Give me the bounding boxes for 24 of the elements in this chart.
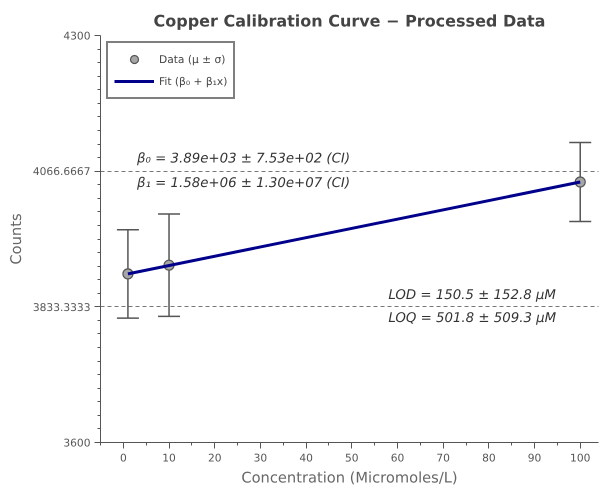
annotation: LOD = 150.5 ± 152.8 μM [388, 288, 556, 303]
annotation: β₀ = 3.89e+03 ± 7.53e+02 (CI) [136, 151, 350, 166]
x-tick-label: 80 [482, 452, 496, 464]
annotation: LOQ = 501.8 ± 509.3 μM [388, 311, 557, 326]
x-tick-label: 60 [390, 452, 404, 464]
y-tick-label: 3833.3333 [32, 300, 91, 314]
x-axis-title: Concentration (Micromoles/L) [241, 470, 458, 486]
x-tick-label: 90 [528, 452, 542, 464]
chart-title: Copper Calibration Curve − Processed Data [154, 12, 546, 30]
x-tick-label: 20 [208, 452, 222, 464]
x-tick-label: 0 [120, 452, 127, 464]
x-tick-label: 100 [570, 452, 591, 464]
x-tick-label: 30 [254, 452, 268, 464]
x-tick-label: 40 [299, 452, 314, 464]
y-axis-title: Counts [8, 213, 25, 265]
x-tick-label: 50 [345, 452, 359, 464]
legend-label: Fit (β₀ + β₁x) [159, 74, 228, 88]
legend-label: Data (μ ± σ) [159, 52, 226, 66]
x-tick-label: 70 [436, 452, 450, 464]
x-tick-label: 10 [162, 452, 176, 464]
y-tick-label: 4066.6667 [32, 165, 91, 178]
y-tick-label: 3600 [63, 436, 91, 450]
y-tick-label: 4300 [63, 30, 91, 42]
annotation: β₁ = 1.58e+06 ± 1.30e+07 (CI) [136, 176, 350, 192]
